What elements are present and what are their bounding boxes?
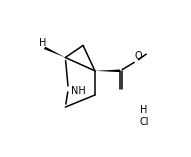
Text: H: H [140,105,147,114]
Polygon shape [95,70,120,72]
Polygon shape [44,47,65,57]
Text: O: O [135,51,142,61]
Text: H: H [39,38,47,48]
Text: NH: NH [70,86,85,96]
Text: Cl: Cl [139,117,149,127]
